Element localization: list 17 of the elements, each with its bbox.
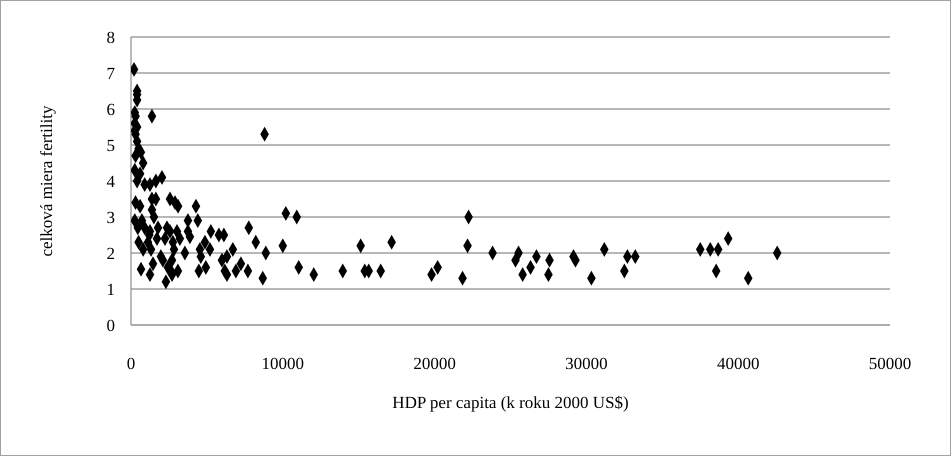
x-tick-label: 10000 <box>262 354 304 374</box>
y-axis-title: celková miera fertility <box>37 104 56 257</box>
x-tick-label: 20000 <box>413 354 456 374</box>
y-tick-label: 7 <box>106 64 116 84</box>
y-tick-label: 8 <box>106 28 115 48</box>
x-tick-label: 30000 <box>565 354 608 374</box>
y-tick-label: 4 <box>106 172 116 192</box>
y-tick-label: 1 <box>106 280 115 300</box>
x-tick-label: 50000 <box>868 354 912 374</box>
x-tick-label: 0 <box>126 354 136 374</box>
x-axis-title: HDP per capita (k roku 2000 US$) <box>392 393 629 412</box>
y-tick-label: 3 <box>106 208 115 228</box>
y-tick-label: 5 <box>106 136 115 156</box>
y-tick-label: 2 <box>106 244 115 264</box>
y-tick-label: 0 <box>106 316 115 336</box>
x-tick-label: 40000 <box>716 354 760 374</box>
y-tick-label: 6 <box>106 100 115 120</box>
